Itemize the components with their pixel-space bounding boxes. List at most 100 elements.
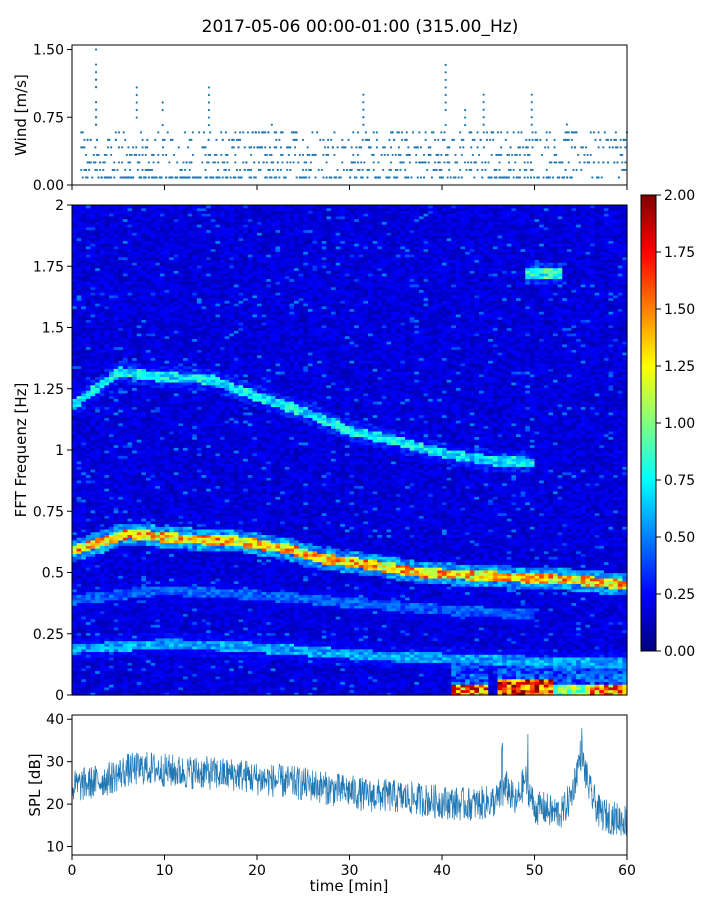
wind-ytick-label: 0.00 — [33, 178, 64, 194]
wind-point — [462, 139, 464, 141]
wind-point — [308, 176, 310, 178]
wind-point — [324, 146, 326, 148]
wind-point — [130, 154, 132, 156]
wind-point — [264, 146, 266, 148]
wind-point — [209, 154, 211, 156]
wind-point — [484, 169, 486, 171]
wind-point — [198, 131, 200, 133]
wind-point — [483, 131, 485, 133]
wind-point — [152, 154, 154, 156]
wind-point — [472, 154, 474, 156]
wind-point — [618, 176, 620, 178]
wind-point — [436, 169, 438, 171]
wind-point — [296, 131, 298, 133]
wind-point — [564, 169, 566, 171]
wind-point — [233, 139, 235, 141]
wind-point — [476, 131, 478, 133]
wind-point — [206, 176, 208, 178]
wind-point — [541, 154, 543, 156]
wind-point — [594, 139, 596, 141]
wind-point — [145, 176, 147, 178]
wind-point — [439, 161, 441, 163]
wind-point — [425, 139, 427, 141]
wind-point — [508, 161, 510, 163]
wind-point — [132, 146, 134, 148]
wind-point — [226, 161, 228, 163]
wind-point — [527, 176, 529, 178]
wind-point — [302, 169, 304, 171]
wind-point — [157, 161, 159, 163]
wind-peak-point — [483, 109, 485, 111]
wind-point — [443, 139, 445, 141]
wind-point — [305, 169, 307, 171]
wind-point — [525, 169, 527, 171]
wind-point — [234, 161, 236, 163]
wind-peak-point — [445, 71, 447, 73]
wind-point — [574, 146, 576, 148]
wind-point — [156, 176, 158, 178]
wind-point — [519, 169, 521, 171]
wind-point — [539, 139, 541, 141]
wind-point — [310, 169, 312, 171]
wind-peak-point — [95, 116, 97, 118]
wind-point — [311, 131, 313, 133]
wind-peak-point — [531, 94, 533, 96]
wind-point — [137, 169, 139, 171]
wind-point — [423, 176, 425, 178]
wind-point — [465, 169, 467, 171]
wind-point — [124, 169, 126, 171]
wind-point — [163, 139, 165, 141]
wind-point — [583, 154, 585, 156]
wind-point — [390, 146, 392, 148]
wind-point — [327, 154, 329, 156]
wind-peak-point — [483, 101, 485, 103]
wind-point — [509, 169, 511, 171]
wind-point — [440, 169, 442, 171]
wind-point — [588, 161, 590, 163]
wind-point — [255, 176, 257, 178]
wind-point — [135, 146, 137, 148]
wind-peak-point — [445, 101, 447, 103]
wind-point — [376, 131, 378, 133]
wind-peak-point — [208, 101, 210, 103]
wind-point — [390, 161, 392, 163]
wind-point — [461, 154, 463, 156]
wind-point — [587, 154, 589, 156]
wind-point — [239, 131, 241, 133]
wind-point — [330, 139, 332, 141]
wind-point — [250, 169, 252, 171]
wind-point — [253, 146, 255, 148]
wind-point — [610, 139, 612, 141]
wind-point — [467, 161, 469, 163]
wind-peak-point — [95, 124, 97, 126]
wind-point — [524, 176, 526, 178]
wind-point — [390, 169, 392, 171]
wind-point — [440, 154, 442, 156]
wind-point — [624, 146, 626, 148]
wind-point — [346, 169, 348, 171]
wind-point — [314, 154, 316, 156]
wind-point — [544, 146, 546, 148]
wind-point — [387, 154, 389, 156]
wind-point — [245, 161, 247, 163]
wind-point — [531, 169, 533, 171]
wind-point — [275, 176, 277, 178]
wind-point — [601, 176, 603, 178]
wind-point — [212, 176, 214, 178]
wind-point — [363, 161, 365, 163]
wind-point — [110, 176, 112, 178]
wind-point — [491, 154, 493, 156]
wind-point — [115, 139, 117, 141]
wind-peak-point — [136, 94, 138, 96]
wind-point — [580, 169, 582, 171]
wind-peak-point — [445, 64, 447, 66]
wind-point — [266, 161, 268, 163]
wind-point — [384, 146, 386, 148]
wind-point — [506, 131, 508, 133]
wind-point — [552, 176, 554, 178]
wind-point — [621, 154, 623, 156]
wind-peak-point — [464, 116, 466, 118]
wind-peak-point — [531, 101, 533, 103]
wind-peak-point — [95, 86, 97, 88]
wind-peak-point — [136, 116, 138, 118]
